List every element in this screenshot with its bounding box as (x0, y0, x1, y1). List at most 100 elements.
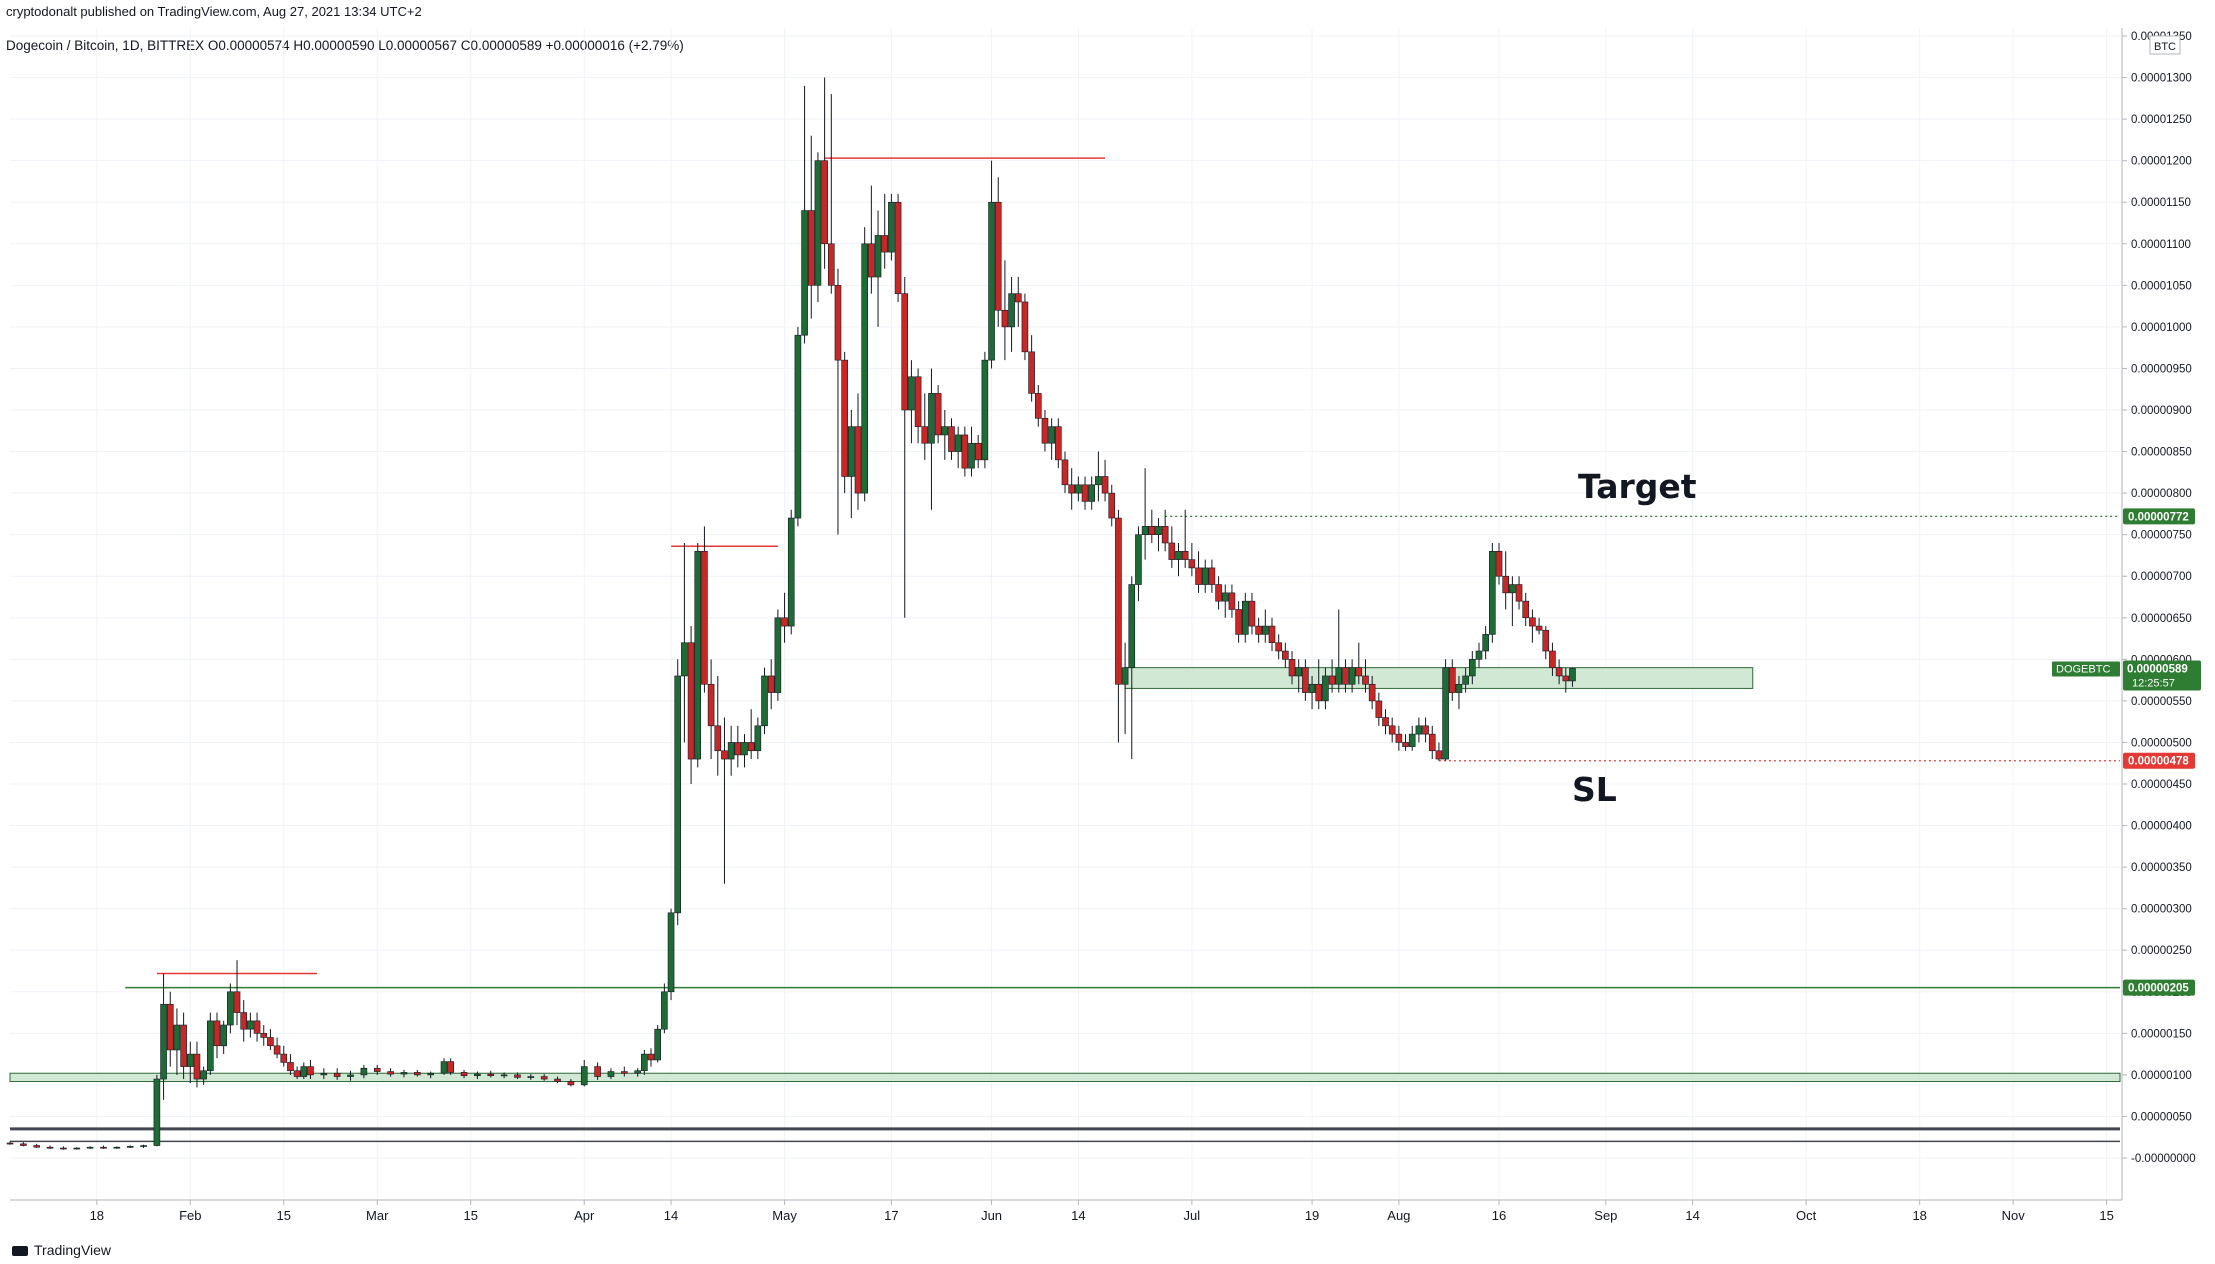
candle (373, 1064, 381, 1075)
candle (213, 1012, 221, 1059)
candle-body (1028, 351, 1035, 394)
candle-body (1262, 625, 1269, 635)
unit-label: BTC (2154, 41, 2176, 53)
tradingview-watermark[interactable]: TradingView (12, 1242, 111, 1258)
candle-body (1248, 600, 1256, 627)
candle (727, 725, 735, 776)
sl-price-badge: 0.00000478 (2128, 756, 2189, 768)
candle (661, 983, 668, 1034)
x-tick-label: Feb (179, 1208, 201, 1223)
candle (293, 1066, 301, 1080)
candle (634, 1068, 641, 1077)
candle-body (1101, 476, 1109, 494)
candle (554, 1076, 561, 1084)
candle (787, 509, 795, 635)
candle (253, 1012, 261, 1042)
candle-body (1395, 733, 1403, 743)
candle-body (293, 1070, 301, 1077)
candle (868, 185, 875, 294)
candle (200, 1066, 207, 1085)
candle (1068, 468, 1075, 510)
candle-body (247, 1020, 254, 1030)
publisher-line: cryptodonalt published on TradingView.co… (6, 4, 422, 19)
candle (1402, 734, 1409, 751)
candle-body (881, 235, 889, 253)
candle-body (1181, 550, 1189, 560)
candle-body (1549, 650, 1556, 668)
candle (166, 991, 174, 1067)
y-tick-label: 0.00000300 (2131, 904, 2192, 916)
candle (6, 1141, 14, 1145)
candle (721, 717, 728, 884)
candle (607, 1068, 615, 1080)
candle (46, 1145, 54, 1149)
candle (1034, 385, 1042, 427)
candle (474, 1071, 481, 1080)
candle-body (934, 393, 942, 436)
candle-body (941, 426, 949, 436)
candle (1248, 592, 1256, 635)
candle-body (1415, 725, 1423, 735)
candle (20, 1142, 27, 1147)
candle-body (180, 1024, 187, 1067)
zones (9, 667, 2121, 1083)
candle (1495, 542, 1503, 585)
y-tick-label: 0.00001150 (2131, 197, 2191, 209)
candle-body (1081, 484, 1089, 502)
candle (641, 1049, 648, 1075)
candle-body (774, 617, 782, 693)
candle (100, 1145, 107, 1149)
candle-body (307, 1066, 314, 1076)
candle-body (1355, 667, 1363, 677)
candle-body (1322, 675, 1329, 702)
candle (1462, 667, 1469, 693)
candle-body (140, 1145, 147, 1147)
support-price-badge-bg (2123, 979, 2195, 996)
candle (1415, 717, 1423, 743)
candle-body (714, 725, 722, 752)
candle (1075, 476, 1082, 502)
candle (227, 983, 234, 1034)
candle (694, 542, 702, 768)
candle-body (554, 1078, 561, 1082)
tradingview-logo-icon (12, 1246, 28, 1257)
candle-body (741, 742, 748, 756)
candle (667, 908, 675, 1001)
candle (934, 385, 942, 444)
candle (707, 659, 715, 760)
candle (1055, 418, 1062, 469)
candle (287, 1054, 294, 1075)
y-tick-label: 0.00000400 (2131, 821, 2192, 833)
time-axis: 18 Feb 15 Mar 15 Apr 14 May 17 Jun 14 Jul 19 Aug 16 Sep… (10, 1199, 2122, 1223)
candle-body (100, 1146, 107, 1149)
x-tick-label: 15 (277, 1208, 291, 1223)
candle-body (888, 201, 895, 253)
candle-body (414, 1072, 421, 1076)
candle (153, 1074, 161, 1147)
candle-body (227, 991, 234, 1026)
candle (1475, 642, 1483, 668)
candle (714, 675, 722, 776)
candle-body (126, 1146, 134, 1148)
candle (1181, 509, 1189, 568)
candle-body (280, 1053, 288, 1063)
x-tick-label: Apr (574, 1208, 595, 1223)
x-tick-label: Nov (2002, 1208, 2026, 1223)
candle (594, 1062, 601, 1080)
candle (914, 368, 922, 444)
candle (86, 1146, 94, 1149)
candle-body (207, 1020, 214, 1072)
candle (160, 973, 167, 1100)
candle (400, 1069, 408, 1078)
candle (1328, 659, 1336, 693)
candle-body (1522, 600, 1530, 619)
candle-body (848, 426, 855, 477)
x-tick-label: 14 (1685, 1208, 1699, 1223)
candle-body (761, 675, 768, 727)
candle (220, 1020, 227, 1055)
candle-body (233, 991, 241, 1013)
candle-body (373, 1067, 381, 1072)
candle-body (1388, 725, 1396, 735)
candle (60, 1146, 67, 1150)
